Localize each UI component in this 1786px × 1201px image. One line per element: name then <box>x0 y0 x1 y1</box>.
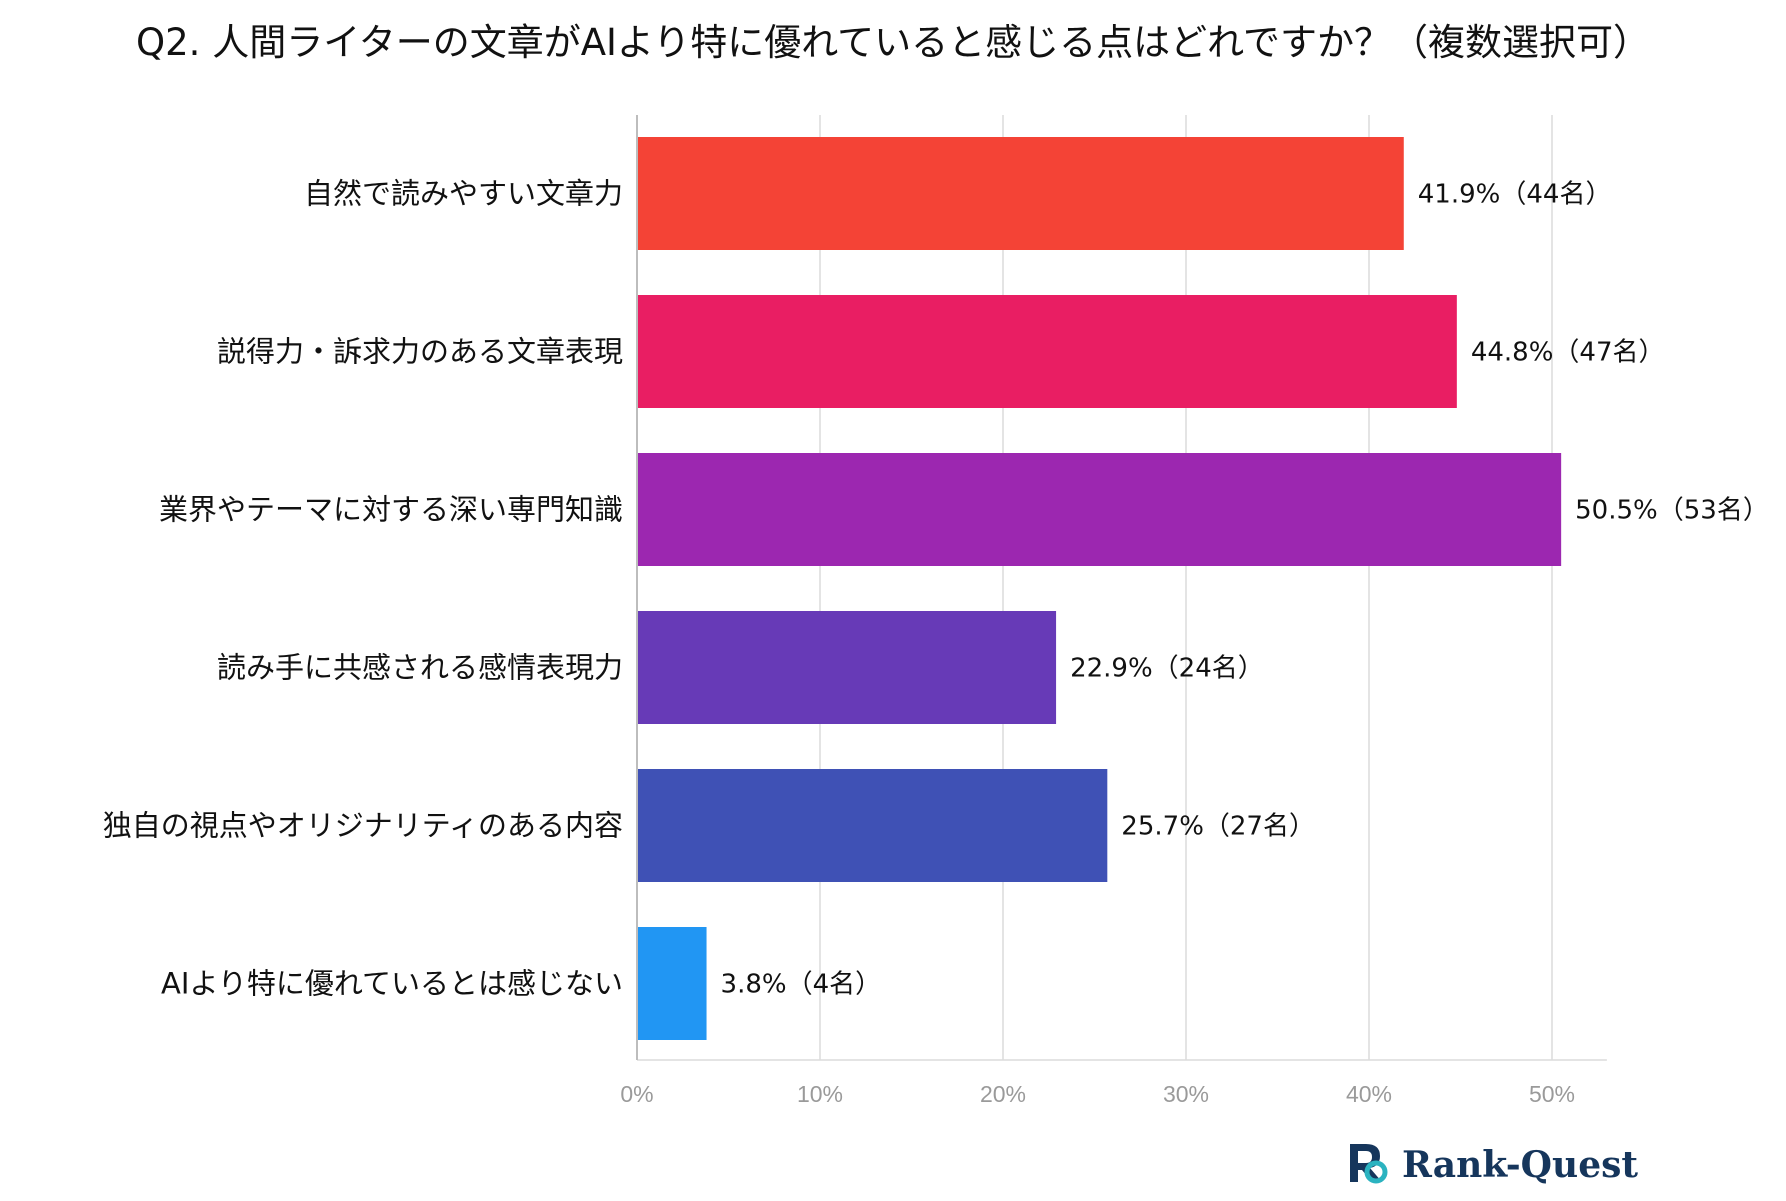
bar <box>637 927 707 1040</box>
gridlines <box>637 115 1607 1061</box>
x-tick-label: 10% <box>797 1081 843 1107</box>
category-label: 業界やテーマに対する深い専門知識 <box>159 493 623 527</box>
category-labels: 自然で読みやすい文章力説得力・訴求力のある文章表現業界やテーマに対する深い専門知… <box>103 177 623 1001</box>
brand-logo: Rank-Quest <box>1350 1144 1638 1186</box>
brand-name: Rank-Quest <box>1402 1144 1638 1186</box>
x-axis-ticks: 0% 10% 20% 30% 40% 50% <box>620 1081 1575 1107</box>
bar <box>637 769 1108 882</box>
x-tick-label: 0% <box>620 1081 653 1107</box>
x-tick-label: 40% <box>1346 1081 1392 1107</box>
bar <box>637 137 1404 250</box>
category-label: 読み手に共感される感情表現力 <box>217 651 623 685</box>
category-label: 説得力・訴求力のある文章表現 <box>217 335 623 369</box>
data-labels: 41.9%（44名） 44.8%（47名） 50.5%（53名） 22.9%（24名）… <box>721 180 1769 1000</box>
data-label: 3.8%（4名） <box>721 970 882 1000</box>
bar <box>637 453 1562 566</box>
category-label: 自然で読みやすい文章力 <box>304 177 623 211</box>
rank-quest-logo-icon <box>1350 1144 1388 1184</box>
x-tick-label: 30% <box>1163 1081 1209 1107</box>
data-label: 50.5%（53名） <box>1575 496 1769 526</box>
bar <box>637 611 1057 724</box>
bar <box>637 295 1457 408</box>
data-label: 22.9%（24名） <box>1070 654 1264 684</box>
x-tick-label: 20% <box>980 1081 1026 1107</box>
chart-title: Q2. 人間ライターの文章がAIより特に優れていると感じる点はどれですか？（複数… <box>136 21 1650 64</box>
data-label: 25.7%（27名） <box>1121 812 1315 842</box>
x-tick-label: 50% <box>1529 1081 1575 1107</box>
bars <box>637 137 1562 1040</box>
data-label: 41.9%（44名） <box>1418 180 1612 210</box>
category-label: AIより特に優れているとは感じない <box>161 967 623 1001</box>
data-label: 44.8%（47名） <box>1471 338 1665 368</box>
category-label: 独自の視点やオリジナリティのある内容 <box>103 809 623 843</box>
